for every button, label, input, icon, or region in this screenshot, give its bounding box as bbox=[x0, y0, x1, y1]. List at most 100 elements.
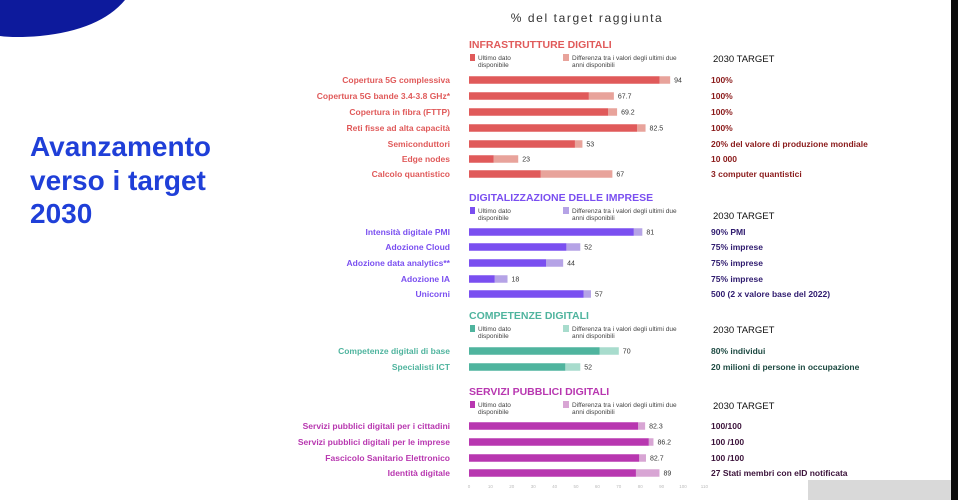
legend-current-text: Ultimo dato disponibile bbox=[478, 402, 511, 416]
target-label: 10 000 bbox=[711, 154, 737, 164]
current-bar bbox=[469, 92, 589, 100]
category-label: Adozione data analytics** bbox=[347, 258, 451, 268]
category-label: Copertura 5G complessiva bbox=[342, 75, 450, 85]
category-label: Intensità digitale PMI bbox=[365, 227, 450, 237]
x-tick-label: 0 bbox=[468, 484, 471, 489]
current-bar bbox=[469, 363, 566, 371]
value-label: 18 bbox=[512, 277, 520, 284]
legend-current-text: Ultimo dato disponibile bbox=[478, 208, 511, 222]
legend-swatch-current bbox=[470, 54, 475, 61]
current-bar bbox=[469, 228, 634, 236]
section-title: INFRASTRUTTURE DIGITALI bbox=[469, 39, 612, 51]
x-tick-label: 30 bbox=[531, 484, 537, 489]
legend-swatch-current bbox=[470, 207, 475, 214]
category-label: Competenze digitali di base bbox=[338, 346, 450, 356]
diff-bar bbox=[639, 454, 646, 462]
section-title: SERVIZI PUBBLICI DIGITALI bbox=[469, 386, 609, 398]
x-tick-label: 110 bbox=[701, 484, 709, 489]
target-label: 75% imprese bbox=[711, 242, 763, 252]
x-tick-label: 20 bbox=[509, 484, 515, 489]
value-label: 70 bbox=[623, 349, 631, 356]
current-bar bbox=[469, 76, 660, 84]
chart-title: % del target raggiunta bbox=[511, 11, 664, 25]
value-label: 82.7 bbox=[650, 456, 664, 463]
diff-bar bbox=[574, 140, 583, 148]
corner-box bbox=[808, 480, 951, 500]
current-bar bbox=[469, 438, 649, 446]
diff-bar bbox=[583, 290, 591, 298]
x-tick-label: 10 bbox=[488, 484, 494, 489]
headline-line: 2030 bbox=[30, 198, 93, 230]
legend-swatch-diff bbox=[563, 401, 569, 408]
value-label: 53 bbox=[586, 142, 594, 149]
diff-bar bbox=[546, 259, 564, 267]
legend-diff-text: Differenza tra i valori degli ultimi due… bbox=[572, 326, 677, 340]
diff-bar bbox=[565, 363, 581, 371]
target-label: 100 /100 bbox=[711, 453, 744, 463]
x-tick-label: 50 bbox=[573, 484, 579, 489]
target-label: 100% bbox=[711, 123, 733, 133]
value-label: 67.7 bbox=[618, 94, 632, 101]
diff-bar bbox=[638, 422, 646, 430]
value-label: 89 bbox=[663, 471, 671, 478]
target-label: 90% PMI bbox=[711, 227, 746, 237]
legend-diff-text: Differenza tra i valori degli ultimi due… bbox=[572, 208, 677, 222]
legend-swatch-current bbox=[470, 325, 475, 332]
category-label: Identità digitale bbox=[388, 468, 451, 478]
category-label: Edge nodes bbox=[402, 154, 450, 164]
target-label: 20% del valore di produzione mondiale bbox=[711, 139, 868, 149]
current-bar bbox=[469, 422, 639, 430]
current-bar bbox=[469, 259, 547, 267]
diff-bar bbox=[493, 155, 519, 163]
target-label: 75% imprese bbox=[711, 274, 763, 284]
category-label: Specialisti ICT bbox=[392, 362, 451, 372]
section-title: COMPETENZE DIGITALI bbox=[469, 310, 589, 322]
category-label: Adozione IA bbox=[401, 274, 450, 284]
value-label: 82.5 bbox=[650, 126, 664, 133]
value-label: 82.3 bbox=[649, 424, 663, 431]
diff-bar bbox=[636, 124, 646, 132]
value-label: 57 bbox=[595, 292, 603, 299]
category-label: Calcolo quantistico bbox=[372, 169, 450, 179]
value-label: 69.2 bbox=[621, 110, 635, 117]
legend-current-text: Ultimo dato disponibile bbox=[478, 326, 511, 340]
target-label: 100 /100 bbox=[711, 437, 744, 447]
slide-headline: Avanzamento verso i target 2030 bbox=[30, 130, 250, 231]
target-label: 100% bbox=[711, 75, 733, 85]
side-strip bbox=[951, 0, 958, 500]
category-label: Semiconduttori bbox=[388, 139, 450, 149]
headline-line: Avanzamento bbox=[30, 131, 212, 162]
value-label: 23 bbox=[522, 157, 530, 164]
target-label: 75% imprese bbox=[711, 258, 763, 268]
diff-bar bbox=[635, 469, 660, 477]
legend-diff-text: Differenza tra i valori degli ultimi due… bbox=[572, 55, 677, 69]
diff-bar bbox=[540, 170, 613, 178]
target-label: 100% bbox=[711, 91, 733, 101]
x-tick-label: 40 bbox=[552, 484, 558, 489]
value-label: 52 bbox=[584, 365, 592, 372]
diff-bar bbox=[599, 347, 619, 355]
headline-line: verso i target bbox=[30, 164, 206, 196]
value-label: 52 bbox=[584, 245, 592, 252]
x-tick-label: 70 bbox=[616, 484, 622, 489]
current-bar bbox=[469, 454, 640, 462]
current-bar bbox=[469, 243, 567, 251]
legend-swatch-diff bbox=[563, 207, 569, 214]
legend-diff-text: Differenza tra i valori degli ultimi due… bbox=[572, 402, 677, 416]
current-bar bbox=[469, 108, 609, 116]
legend-swatch-diff bbox=[563, 325, 569, 332]
diff-bar bbox=[566, 243, 581, 251]
current-bar bbox=[469, 290, 584, 298]
category-label: Copertura in fibra (FTTP) bbox=[349, 107, 450, 117]
diff-bar bbox=[494, 275, 508, 283]
legend-current-text: Ultimo dato disponibile bbox=[478, 55, 511, 69]
target-label: 80% individui bbox=[711, 346, 765, 356]
x-tick-label: 60 bbox=[595, 484, 601, 489]
target-header: 2030 TARGET bbox=[713, 211, 775, 222]
category-label: Unicorni bbox=[416, 289, 450, 299]
category-label: Copertura 5G bande 3.4-3.8 GHz* bbox=[317, 91, 451, 101]
target-header: 2030 TARGET bbox=[713, 325, 775, 336]
category-label: Fascicolo Sanitario Elettronico bbox=[325, 453, 450, 463]
